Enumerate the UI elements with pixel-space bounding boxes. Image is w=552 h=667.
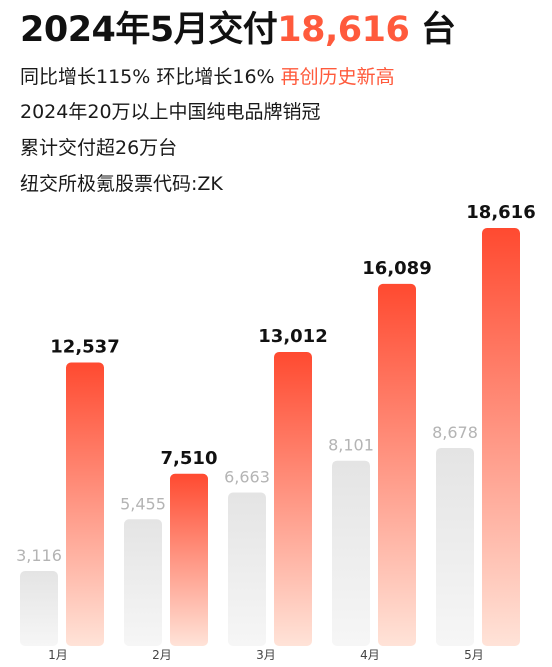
headline-suffix: 台 xyxy=(409,10,456,50)
bar-current-year xyxy=(170,473,208,646)
data-label-current-year: 12,537 xyxy=(50,337,119,358)
x-tick-label: 5月 xyxy=(464,648,484,662)
headline-number: 18,616 xyxy=(277,10,410,50)
bar-previous-year xyxy=(436,447,474,646)
data-label-previous-year: 5,455 xyxy=(120,494,166,513)
brand-sales-line: 2024年20万以上中国纯电品牌销冠 xyxy=(20,101,321,123)
bar-previous-year xyxy=(332,460,370,646)
bar-previous-year xyxy=(20,571,58,646)
data-label-previous-year: 3,116 xyxy=(16,546,62,565)
data-label-previous-year: 8,101 xyxy=(328,436,374,455)
yoy-growth-text: 同比增长115% 环比增长16% xyxy=(20,66,281,88)
data-label-current-year: 13,012 xyxy=(258,326,327,347)
x-tick-label: 3月 xyxy=(256,648,276,662)
data-label-previous-year: 8,678 xyxy=(432,423,478,442)
x-tick-label: 4月 xyxy=(360,648,380,662)
headline-prefix: 2024年5月交付 xyxy=(20,10,278,50)
bar-current-year xyxy=(274,352,312,646)
bars-group: 3,116 12,537 1月 5,455 7,510 2月 6,663 13,012 3月 8,… xyxy=(16,202,536,662)
x-tick-label: 1月 xyxy=(48,648,68,662)
data-label-previous-year: 6,663 xyxy=(224,468,270,487)
x-tick-label: 2月 xyxy=(152,648,172,662)
data-label-current-year: 18,616 xyxy=(466,202,535,223)
data-label-current-year: 7,510 xyxy=(161,448,218,469)
headline: 2024年5月交付18,616 台 xyxy=(20,4,456,56)
stock-ticker-line: 纽交所极氪股票代码:ZK xyxy=(20,173,223,195)
cumulative-delivery-line: 累计交付超26万台 xyxy=(20,137,178,159)
bar-previous-year xyxy=(228,492,266,646)
bar-current-year xyxy=(482,228,520,646)
bar-previous-year xyxy=(124,519,162,646)
record-high-text: 再创历史新高 xyxy=(280,66,395,88)
data-label-current-year: 16,089 xyxy=(362,258,431,279)
bar-current-year xyxy=(66,362,104,646)
yoy-growth-line: 同比增长115% 环比增长16% 再创历史新高 xyxy=(20,62,395,92)
bar-current-year xyxy=(378,283,416,646)
